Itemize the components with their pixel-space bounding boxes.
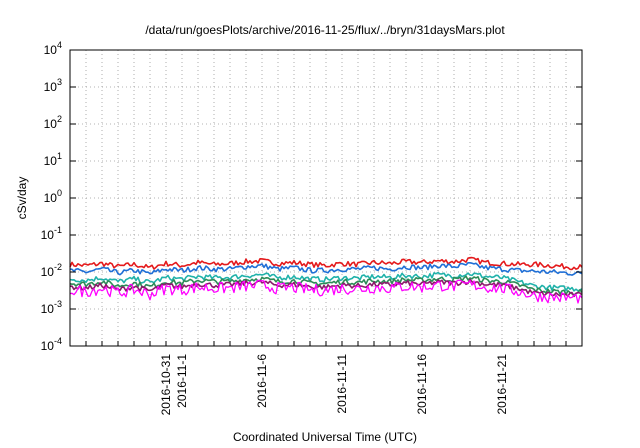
series-line xyxy=(69,275,583,296)
y-tick-label: 10-3 xyxy=(41,299,62,316)
x-axis-ticks: 2016-10-31 2016-11-1 2016-11-6 2016-11-11 20… xyxy=(85,341,567,416)
chart-title: /data/run/goesPlots/archive/2016-11-25/f… xyxy=(145,23,505,37)
x-tick-label: 2016-10-31 xyxy=(159,354,173,416)
series-line xyxy=(69,261,583,276)
data-series xyxy=(69,256,583,304)
x-axis-label: Coordinated Universal Time (UTC) xyxy=(233,430,417,444)
y-tick-label: 104 xyxy=(44,40,62,57)
series-line xyxy=(69,279,583,304)
x-tick-label: 2016-11-6 xyxy=(255,354,269,408)
grid-lines xyxy=(70,50,582,346)
x-tick-label: 2016-11-1 xyxy=(175,354,189,408)
x-tick-label: 2016-11-16 xyxy=(415,354,429,415)
y-tick-label: 10-2 xyxy=(41,262,62,279)
y-tick-label: 10-4 xyxy=(41,336,62,353)
series-line xyxy=(69,271,583,292)
y-tick-label: 10-1 xyxy=(41,225,62,242)
y-tick-label: 102 xyxy=(44,114,62,131)
x-tick-label: 2016-11-21 xyxy=(495,354,509,415)
y-tick-label: 103 xyxy=(44,77,62,94)
y-tick-label: 100 xyxy=(44,188,62,205)
y-axis-ticks: 10-4 10-3 10-2 10-1 100 101 102 103 104 xyxy=(41,40,582,353)
x-tick-label: 2016-11-11 xyxy=(335,354,349,414)
series-line xyxy=(69,256,583,271)
plot-frame xyxy=(69,49,583,347)
y-axis-label: cSv/day xyxy=(15,177,29,220)
y-tick-label: 101 xyxy=(44,151,62,168)
